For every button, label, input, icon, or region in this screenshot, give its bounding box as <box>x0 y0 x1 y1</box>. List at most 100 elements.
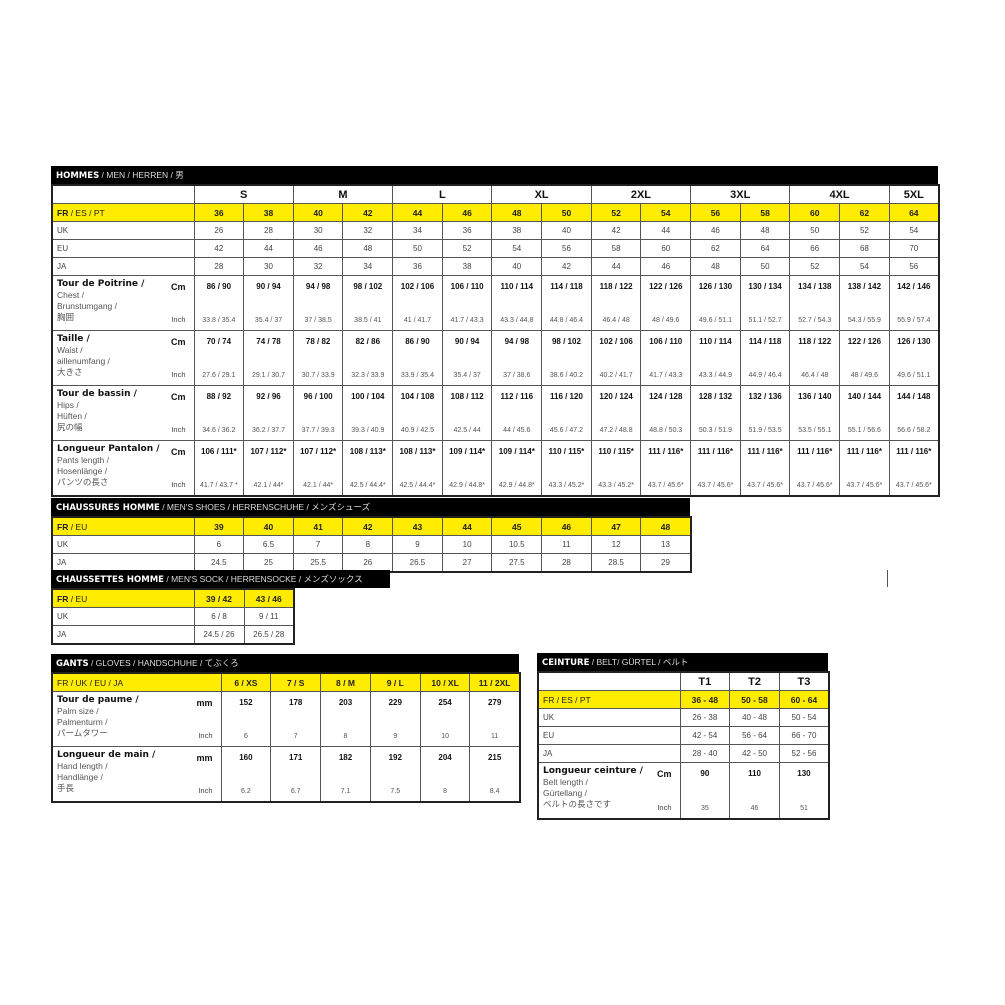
size-cell: 12 <box>590 535 642 554</box>
size-cell: 28 <box>243 221 294 240</box>
fr-size-row: FR / ES / PT 36 - 48 50 - 58 60 - 64 <box>537 690 830 709</box>
measurement-label-line: 手長 <box>57 783 75 793</box>
inch-value: 7.5 <box>390 788 401 795</box>
unit-metric: Cm <box>170 282 186 292</box>
size-cell: 34 <box>342 257 394 276</box>
metric-value: 192 <box>388 753 402 762</box>
inch-value: 43.7 / 45.6* <box>747 482 783 489</box>
measurement-label: Longueur Pantalon / Pants length / Hosenlä… <box>51 440 195 497</box>
inch-value: 40.2 / 41.7 <box>599 372 633 379</box>
metric-value: 114 / 118 <box>748 337 782 346</box>
measurement-cell: 108 / 113* 42.5 / 44.4* <box>342 440 394 497</box>
size-label: 2XL <box>590 184 692 204</box>
measurement-row: Longueur Pantalon / Pants length / Hosenlä… <box>51 440 940 497</box>
measurement-label: Tour de bassin / Hips / Hüften / 尻の幅 Cm Inch <box>51 385 195 441</box>
inch-value: 55.1 / 56.6 <box>847 427 881 434</box>
measurement-cell: 110 / 115* 43.3 / 45.2* <box>541 440 592 497</box>
unit-inch: Inch <box>171 425 186 434</box>
fr-label-rest: FR / UK / EU / JA <box>57 677 124 688</box>
measurement-cell: 111 / 116* 43.7 / 45.6* <box>789 440 841 497</box>
gloves-title-translations: / GLOVES / HANDSCHUHE / てぶくろ <box>88 658 239 668</box>
row-label: UK <box>51 607 195 626</box>
inch-value: 51.1 / 52.7 <box>748 317 782 324</box>
size-cell: 44 <box>590 257 642 276</box>
size-cell: 42 <box>541 257 592 276</box>
measurement-label-line: ベルトの長さです <box>543 799 612 809</box>
measurement-cell: 138 / 142 54.3 / 55.9 <box>839 275 890 331</box>
row-label: EU <box>51 239 195 258</box>
size-cell: 32 <box>292 257 344 276</box>
measurement-cell: 110 / 115* 43.3 / 45.2* <box>590 440 642 497</box>
inch-value: 42.9 / 44.8* <box>449 482 486 489</box>
measurement-cell: 160 6.2 <box>220 746 272 803</box>
metric-value: 111 / 116* <box>846 447 882 456</box>
measurement-label-line: Brunstumgang / <box>57 301 118 311</box>
metric-value: 106 / 110 <box>649 337 683 346</box>
size-cell: 50 <box>789 221 841 240</box>
inch-value: 41.7 / 43.7 * <box>199 482 238 489</box>
inch-value: 7 <box>293 733 298 740</box>
size-cell: 9 <box>392 535 443 554</box>
fr-size-cell: 46 <box>441 203 493 222</box>
inch-value: 43.7 / 45.6* <box>846 482 883 489</box>
size-cell: 56 <box>541 239 592 258</box>
fr-size-cell: 38 <box>243 203 294 222</box>
unit-metric: Cm <box>656 769 672 779</box>
metric-value: 106 / 111* <box>201 447 237 456</box>
inch-value: 38.5 / 41 <box>354 317 382 324</box>
metric-value: 74 / 78 <box>256 337 281 346</box>
metric-value: 178 <box>289 698 303 707</box>
metric-value: 90 / 94 <box>454 337 480 346</box>
metric-value: 98 / 102 <box>353 282 383 291</box>
inch-value: 43.3 / 44.9 <box>698 372 732 379</box>
size-cell: 26.5 <box>392 553 443 573</box>
measurement-cell: 111 / 116* 43.7 / 45.6* <box>888 440 940 497</box>
measurement-cell: 70 / 74 27.6 / 29.1 <box>193 330 245 386</box>
inch-value: 49.6 / 51.1 <box>698 317 732 324</box>
measurement-cell: 111 / 116* 43.7 / 45.6* <box>839 440 890 497</box>
metric-value: 120 / 124 <box>599 392 633 401</box>
measurement-row: Tour de Poitrine / Chest / Brunstumgang / 胸… <box>51 275 940 331</box>
inch-value: 44.8 / 46.4 <box>549 317 583 324</box>
unit-inch: Inch <box>657 803 672 812</box>
measurement-cell: 114 / 118 44.8 / 46.4 <box>541 275 592 331</box>
fr-size-cell: 50 <box>541 203 592 222</box>
measurement-cell: 88 / 92 34.6 / 36.2 <box>193 385 245 441</box>
inch-value: 46.4 / 48 <box>602 317 630 324</box>
inch-value: 53.5 / 55.1 <box>798 427 832 434</box>
measurement-label-line: Hüften / <box>57 411 87 421</box>
measurement-label-line: Palmenturm / <box>57 717 108 727</box>
metric-value: 132 / 136 <box>748 392 782 401</box>
measurement-cell: 111 / 116* 43.7 / 45.6* <box>739 440 791 497</box>
size-cell: 27 <box>441 553 493 573</box>
metric-value: 111 / 116* <box>747 447 783 456</box>
inch-value: 45.6 / 47.2 <box>549 427 583 434</box>
size-cell: 26 <box>193 221 245 240</box>
inch-value: 9 <box>393 733 398 740</box>
measurement-cell: 82 / 86 32.3 / 33.9 <box>342 330 394 386</box>
measurement-cell: 112 / 116 44 / 45.6 <box>491 385 543 441</box>
size-cell: 52 <box>441 239 493 258</box>
measurement-label-line: Tour de bassin / <box>57 389 137 399</box>
inch-value: 41.7 / 43.3 <box>450 317 484 324</box>
measurement-cell: 86 / 90 33.8 / 35.4 <box>193 275 245 331</box>
inch-value: 43.3 / 45.2* <box>598 482 635 489</box>
measurement-cell: 110 / 114 43.3 / 44.9 <box>690 330 741 386</box>
size-label: T2 <box>729 671 780 691</box>
size-cell: 40 <box>491 257 543 276</box>
metric-value: 204 <box>438 753 452 762</box>
size-cell: 56 - 64 <box>729 726 780 745</box>
measurement-label-line: Longueur de main / <box>57 750 156 760</box>
fr-size-cell: 36 - 48 <box>679 690 731 709</box>
metric-value: 96 / 100 <box>303 392 333 401</box>
metric-value: 110 <box>748 769 761 778</box>
measurement-cell: 152 6 <box>220 691 272 747</box>
unit-inch: Inch <box>171 315 186 324</box>
measurement-cell: 100 / 104 39.3 / 40.9 <box>342 385 394 441</box>
metric-value: 102 / 106 <box>599 337 633 346</box>
unit-inch: Inch <box>171 480 186 489</box>
size-cell: 48 <box>690 257 741 276</box>
measurement-label-line: Gürtellang / <box>543 788 587 798</box>
measurement-cell: 142 / 146 55.9 / 57.4 <box>888 275 940 331</box>
size-cell: 50 <box>739 257 791 276</box>
